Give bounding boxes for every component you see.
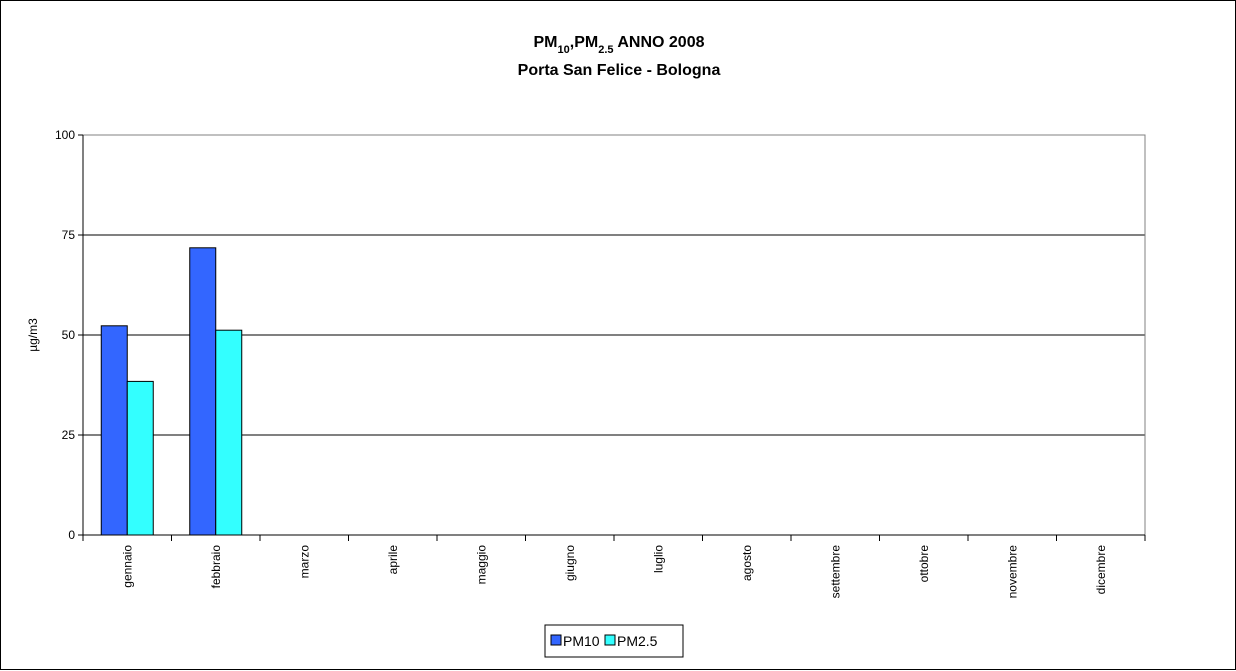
- chart-title-line2: Porta San Felice - Bologna: [518, 62, 721, 79]
- x-tick-label-dicembre: dicembre: [1094, 545, 1108, 595]
- legend-label-PM10: PM10: [563, 633, 600, 649]
- y-tick-label: 100: [55, 128, 75, 142]
- y-tick-label: 75: [62, 228, 76, 242]
- y-tick-labels: 0 25 50 75 100: [55, 128, 75, 542]
- x-tick-label-novembre: novembre: [1005, 545, 1019, 599]
- y-tick-label: 50: [62, 328, 76, 342]
- bars: [100, 247, 243, 536]
- x-tick-label-gennaio: gennaio: [120, 545, 134, 588]
- x-tick-labels: gennaio febbraio marzo aprile maggio giugno lu…: [120, 545, 1108, 599]
- x-tick-label-settembre: settembre: [828, 545, 842, 599]
- title-part: ANNO 2008: [614, 34, 705, 51]
- bar-PM25-febbraio: [215, 329, 243, 536]
- x-tick-label-febbraio: febbraio: [209, 545, 223, 589]
- y-axis-label: µg/m3: [26, 318, 40, 352]
- legend: PM10 PM2.5: [544, 624, 684, 658]
- x-tick-label-agosto: agosto: [740, 545, 754, 581]
- x-tick-label-marzo: marzo: [297, 545, 311, 579]
- x-tick-label-aprile: aprile: [386, 545, 400, 575]
- chart-title-line1: PM10,PM2.5 ANNO 2008: [534, 34, 705, 56]
- x-tick-label-giugno: giugno: [563, 545, 577, 581]
- legend-swatch-PM25: [604, 634, 616, 646]
- bar-PM25-gennaio: [126, 380, 154, 536]
- title-part: ,PM: [570, 34, 598, 51]
- bar-PM10-febbraio: [189, 247, 217, 536]
- legend-swatch-PM10: [550, 634, 562, 646]
- axes: [78, 134, 1146, 541]
- x-tick-label-ottobre: ottobre: [917, 545, 931, 583]
- x-tick-label-maggio: maggio: [474, 545, 488, 585]
- x-tick-label-luglio: luglio: [651, 545, 665, 573]
- title-subscript: 2.5: [598, 44, 613, 56]
- title-part: PM: [534, 34, 558, 51]
- y-tick-label: 25: [62, 428, 76, 442]
- title-subscript: 10: [558, 44, 570, 56]
- gridlines: [83, 234, 1145, 436]
- chart-title: PM10,PM2.5 ANNO 2008 Porta San Felice - …: [518, 34, 721, 79]
- legend-label-PM25: PM2.5: [617, 633, 658, 649]
- y-tick-label: 0: [68, 528, 75, 542]
- bar-PM10-gennaio: [100, 325, 128, 536]
